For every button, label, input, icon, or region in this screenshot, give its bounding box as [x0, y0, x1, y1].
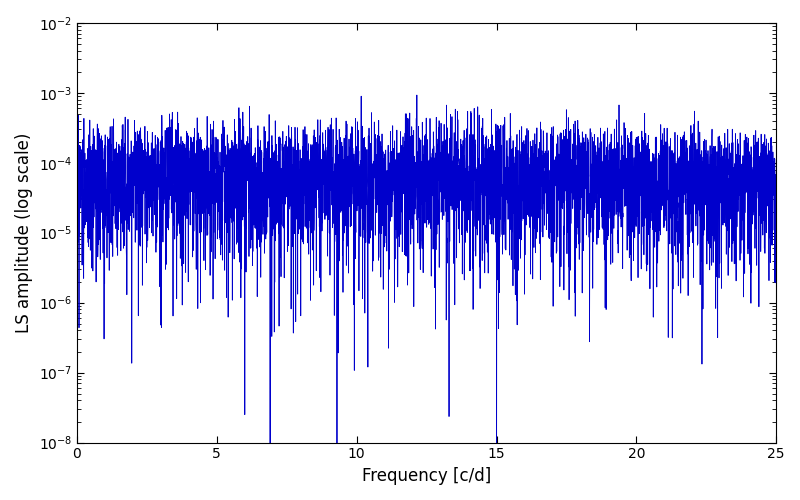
- Y-axis label: LS amplitude (log scale): LS amplitude (log scale): [15, 132, 33, 333]
- X-axis label: Frequency [c/d]: Frequency [c/d]: [362, 467, 491, 485]
